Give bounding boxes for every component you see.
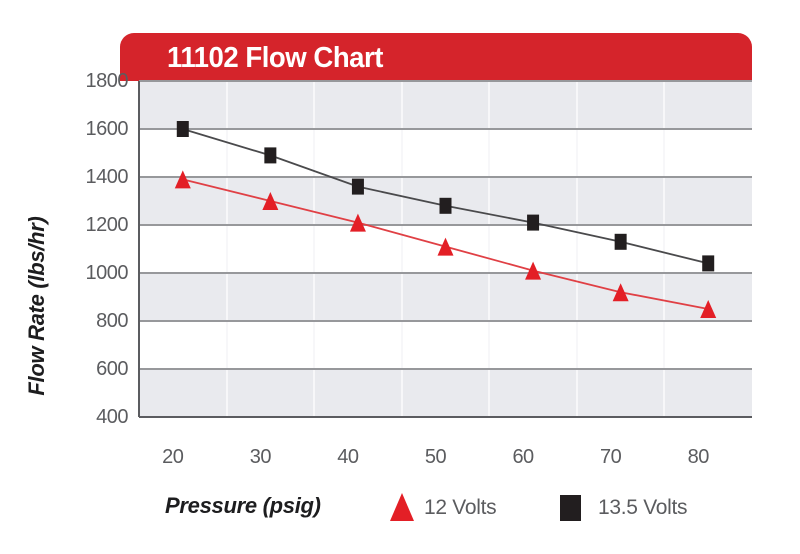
y-axis-line: [138, 81, 140, 417]
square-data-marker: [264, 147, 277, 164]
x-tick-label: 50: [424, 446, 447, 468]
y-tick-label: 1800: [85, 70, 129, 92]
horizontal-gridline: [139, 128, 752, 130]
vertical-gridline: [400, 81, 403, 417]
x-tick-label: 60: [512, 446, 534, 468]
data-series-layer: [174, 121, 717, 318]
triangle-data-marker: [349, 213, 366, 232]
y-tick-label: 600: [96, 358, 128, 380]
vertical-gridline: [225, 81, 228, 417]
square-data-marker: [351, 178, 364, 195]
chart-header-banner: 11102 Flow Chart: [120, 33, 752, 81]
plot-band: [139, 81, 752, 129]
horizontal-gridline: [139, 368, 752, 370]
vertical-gridline: [313, 81, 316, 417]
square-data-marker: [176, 121, 189, 137]
square-data-marker: [702, 255, 715, 272]
horizontal-gridline: [139, 272, 752, 274]
triangle-data-marker: [437, 237, 454, 256]
y-axis-title: Flow Rate (lbs/hr): [24, 216, 49, 396]
horizontal-gridline: [139, 224, 752, 226]
square-data-marker: [527, 214, 540, 231]
y-tick-label: 1400: [85, 166, 129, 188]
plot-area: [138, 80, 752, 418]
chart-title: 11102 Flow Chart: [167, 42, 383, 74]
legend-item-13-5-volts: 13.5 Volts: [598, 496, 688, 519]
triangle-data-marker: [174, 170, 191, 189]
horizontal-gridline: [139, 80, 752, 82]
horizontal-gridline: [139, 176, 752, 178]
square-data-marker: [439, 197, 452, 214]
triangle-data-marker: [700, 300, 717, 318]
x-tick-label: 40: [337, 446, 359, 468]
square-data-marker: [614, 233, 627, 250]
x-tick-label: 20: [162, 446, 184, 468]
vertical-gridline: [575, 81, 578, 417]
triangle-data-marker: [262, 192, 279, 210]
x-axis-title: Pressure (psig): [165, 493, 321, 518]
x-tick-label: 30: [249, 446, 272, 468]
triangle-marker-icon: [390, 493, 414, 521]
vertical-gridline: [663, 81, 666, 417]
plot-band: [139, 369, 752, 417]
y-tick-label: 1200: [85, 214, 129, 236]
legend-item-12-volts: 12 Volts: [424, 496, 497, 519]
y-tick-label: 1600: [85, 118, 129, 140]
x-tick-label: 70: [600, 446, 622, 468]
triangle-data-marker: [525, 261, 542, 280]
y-tick-label: 400: [96, 406, 128, 428]
square-marker-icon: [560, 495, 581, 521]
horizontal-gridline: [139, 416, 752, 418]
triangle-data-marker: [612, 283, 629, 302]
horizontal-gridline: [139, 320, 752, 322]
vertical-gridline: [488, 81, 491, 417]
y-tick-label: 1000: [85, 262, 129, 284]
x-tick-label: 80: [687, 446, 710, 468]
y-tick-label: 800: [96, 310, 128, 332]
